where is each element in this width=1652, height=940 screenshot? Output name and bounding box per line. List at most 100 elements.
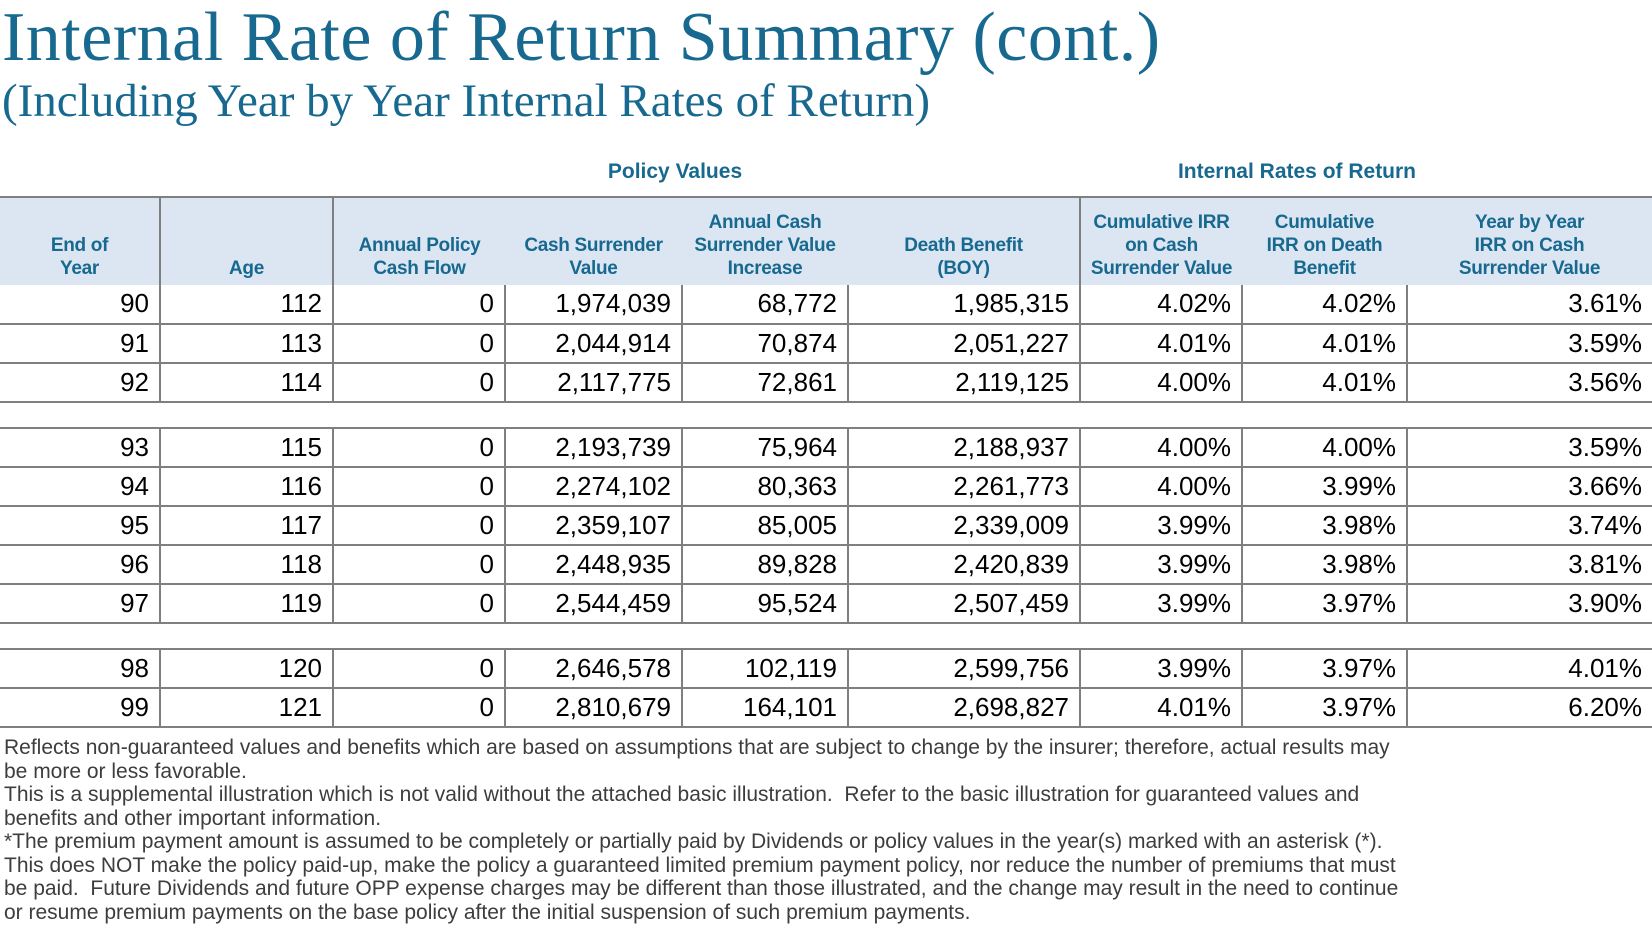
- column-header-cash-surrender-value: Cash Surrender Value: [505, 196, 682, 285]
- table-cell: 92: [0, 362, 161, 403]
- table-cell: 80,363: [681, 466, 849, 507]
- table-cell: 2,193,739: [504, 427, 683, 468]
- table-cell: 3.74%: [1406, 505, 1652, 546]
- footnote-premium-payment: *The premium payment amount is assumed t…: [4, 830, 1399, 924]
- table-cell: 2,507,459: [847, 583, 1081, 624]
- table-cell: 114: [159, 362, 334, 403]
- table-cell: 93: [0, 427, 161, 468]
- table-cell: 3.61%: [1406, 285, 1652, 325]
- table-cell: 1,974,039: [504, 285, 683, 325]
- footnote-supplemental-illustration: This is a supplemental illustration whic…: [4, 783, 1360, 830]
- column-header-cumulative-irr-on-cash-surrender-value: Cumulative IRR on Cash Surrender Value: [1080, 196, 1242, 285]
- table-cell: 3.97%: [1241, 687, 1408, 728]
- table-cell: 94: [0, 466, 161, 507]
- table-cell: 2,448,935: [504, 544, 683, 585]
- table-row: 96 118 0 2,448,935 89,828 2,420,839 3.99% 3.98%…: [0, 544, 1652, 585]
- table-cell: 99: [0, 687, 161, 728]
- table-cell: 91: [0, 323, 161, 364]
- table-cell: 0: [332, 285, 506, 325]
- table-cell: 75,964: [681, 427, 849, 468]
- table-row: 93 115 0 2,193,739 75,964 2,188,937 4.00% 4.00%…: [0, 427, 1652, 468]
- table-cell: 0: [332, 427, 506, 468]
- page-subtitle: (Including Year by Year Internal Rates o…: [2, 75, 931, 127]
- column-header-year-by-year-irr-on-cash-surrender-value: Year by Year IRR on Cash Surrender Value: [1407, 196, 1652, 285]
- table-cell: 2,698,827: [847, 687, 1081, 728]
- table-row: 95 117 0 2,359,107 85,005 2,339,009 3.99% 3.98%…: [0, 505, 1652, 546]
- page-title: Internal Rate of Return Summary (cont.): [2, 0, 1161, 76]
- table-cell: 95: [0, 505, 161, 546]
- table-cell: 2,051,227: [847, 323, 1081, 364]
- table-cell: 3.99%: [1241, 466, 1408, 507]
- table-cell: 2,359,107: [504, 505, 683, 546]
- table-cell: 0: [332, 323, 506, 364]
- table-cell: 97: [0, 583, 161, 624]
- table-header: End of Year Age Annual Policy Cash Flow …: [0, 196, 1652, 285]
- table-cell: 0: [332, 466, 506, 507]
- table-cell: 4.01%: [1241, 362, 1408, 403]
- table-cell: 4.00%: [1079, 427, 1243, 468]
- table-cell: 68,772: [681, 285, 849, 325]
- table-cell: 1,985,315: [847, 285, 1081, 325]
- table-cell: 4.00%: [1241, 427, 1408, 468]
- column-header-cumulative-irr-on-death-benefit: Cumulative IRR on Death Benefit: [1242, 196, 1407, 285]
- table-group-headers: Policy Values Internal Rates of Return: [0, 158, 1652, 186]
- column-header-end-of-year: End of Year: [0, 196, 161, 285]
- table-cell: 3.90%: [1406, 583, 1652, 624]
- irr-summary-table: End of Year Age Annual Policy Cash Flow …: [0, 196, 1652, 728]
- table-cell: 113: [159, 323, 334, 364]
- table-cell: 3.99%: [1079, 648, 1243, 689]
- table-row: 97 119 0 2,544,459 95,524 2,507,459 3.99% 3.97%…: [0, 583, 1652, 624]
- table-cell: 120: [159, 648, 334, 689]
- table-cell: 96: [0, 544, 161, 585]
- table-cell: 89,828: [681, 544, 849, 585]
- group-header-policy-values: Policy Values: [607, 160, 743, 183]
- table-cell: 2,544,459: [504, 583, 683, 624]
- footnote-non-guaranteed: Reflects non-guaranteed values and benef…: [4, 736, 1390, 783]
- table-cell: 2,420,839: [847, 544, 1081, 585]
- table-cell: 3.97%: [1241, 648, 1408, 689]
- table-spacer-cell: [0, 622, 1652, 650]
- table-cell: 2,599,756: [847, 648, 1081, 689]
- table-cell: 70,874: [681, 323, 849, 364]
- table-cell: 115: [159, 427, 334, 468]
- table-cell: 2,261,773: [847, 466, 1081, 507]
- table-cell: 3.97%: [1241, 583, 1408, 624]
- table-cell: 4.00%: [1079, 466, 1243, 507]
- table-cell: 4.01%: [1079, 687, 1243, 728]
- table-cell: 2,274,102: [504, 466, 683, 507]
- table-cell: 2,339,009: [847, 505, 1081, 546]
- table-spacer-cell: [0, 401, 1652, 429]
- table-cell: 90: [0, 285, 161, 325]
- table-cell: 121: [159, 687, 334, 728]
- table-row: 94 116 0 2,274,102 80,363 2,261,773 4.00% 3.99%…: [0, 466, 1652, 507]
- table-row: 90 112 0 1,974,039 68,772 1,985,315 4.02% 4.02%…: [0, 285, 1652, 325]
- table-cell: 2,646,578: [504, 648, 683, 689]
- table-cell: 3.59%: [1406, 323, 1652, 364]
- table-spacer-row: [0, 622, 1652, 650]
- table-header-row: End of Year Age Annual Policy Cash Flow …: [0, 196, 1652, 285]
- table-cell: 4.01%: [1241, 323, 1408, 364]
- table-cell: 3.99%: [1079, 583, 1243, 624]
- table-row: 98 120 0 2,646,578 102,119 2,599,756 3.99% 3.97…: [0, 648, 1652, 689]
- footnotes: Reflects non-guaranteed values and benef…: [4, 736, 1652, 924]
- table-cell: 3.98%: [1241, 544, 1408, 585]
- column-header-annual-policy-cash-flow: Annual Policy Cash Flow: [333, 196, 505, 285]
- table-cell: 4.02%: [1241, 285, 1408, 325]
- table-cell: 2,810,679: [504, 687, 683, 728]
- table-cell: 0: [332, 583, 506, 624]
- table-cell: 2,117,775: [504, 362, 683, 403]
- table-cell: 0: [332, 544, 506, 585]
- table-cell: 3.81%: [1406, 544, 1652, 585]
- table-cell: 4.02%: [1079, 285, 1243, 325]
- column-header-annual-cash-surrender-value-increase: Annual Cash Surrender Value Increase: [682, 196, 848, 285]
- table-cell: 0: [332, 687, 506, 728]
- table-cell: 0: [332, 362, 506, 403]
- table-cell: 117: [159, 505, 334, 546]
- table-cell: 98: [0, 648, 161, 689]
- table-cell: 72,861: [681, 362, 849, 403]
- table-cell: 112: [159, 285, 334, 325]
- table-cell: 0: [332, 505, 506, 546]
- table-cell: 4.00%: [1079, 362, 1243, 403]
- table-row: 99 121 0 2,810,679 164,101 2,698,827 4.01% 3.97…: [0, 687, 1652, 728]
